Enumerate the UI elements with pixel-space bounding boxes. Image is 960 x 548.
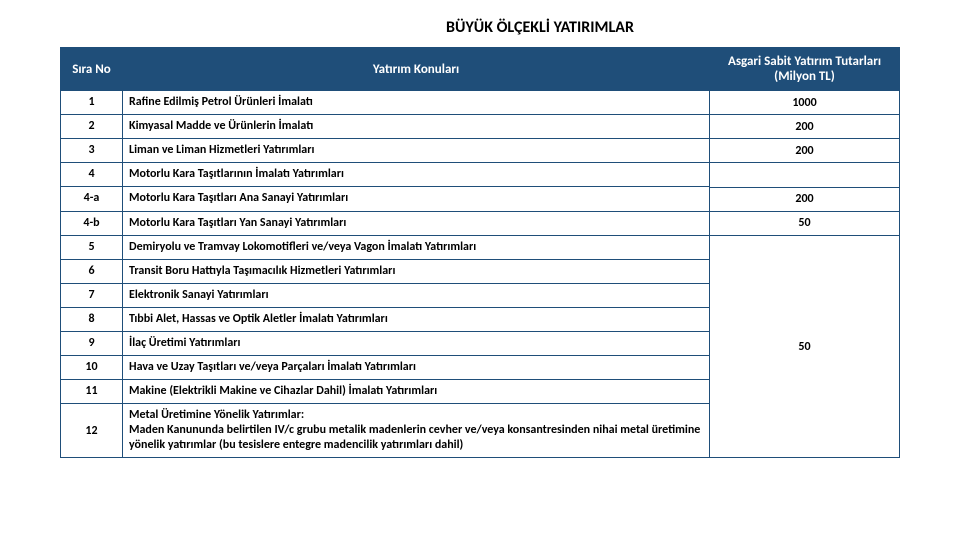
cell-konu: Motorlu Kara Taşıtlarının İmalatı Yatırı… — [123, 163, 710, 187]
table-row: 1 Rafine Edilmiş Petrol Ürünleri İmalatı… — [61, 91, 900, 115]
cell-no: 10 — [61, 356, 123, 380]
cell-tutar-merged: 50 — [710, 236, 900, 458]
cell-tutar: 200 — [710, 139, 900, 163]
cell-tutar: 50 — [710, 211, 899, 235]
cell-no: 8 — [61, 308, 123, 332]
header-no: Sıra No — [61, 48, 123, 91]
cell-no: 9 — [61, 332, 123, 356]
slide-container: BÜYÜK ÖLÇEKLİ YATIRIMLAR Sıra No Yatırım… — [0, 0, 960, 548]
table-row: 2 Kimyasal Madde ve Ürünlerin İmalatı 20… — [61, 115, 900, 139]
cell-tutar-empty — [710, 163, 899, 187]
cell-no: 4-a — [61, 187, 123, 211]
cell-tutar: 200 — [710, 115, 900, 139]
cell-tutar: 1000 — [710, 91, 900, 115]
cell-no: 12 — [61, 404, 123, 458]
cell-konu: İlaç Üretimi Yatırımları — [123, 332, 710, 356]
cell-konu: Transit Boru Hattıyla Taşımacılık Hizmet… — [123, 260, 710, 284]
cell-konu: Elektronik Sanayi Yatırımları — [123, 284, 710, 308]
cell-konu: Kimyasal Madde ve Ürünlerin İmalatı — [123, 115, 710, 139]
investment-table: Sıra No Yatırım Konuları Asgari Sabit Ya… — [60, 47, 900, 458]
cell-tutar: 200 — [710, 187, 899, 211]
cell-no: 3 — [61, 139, 123, 163]
cell-konu: Liman ve Liman Hizmetleri Yatırımları — [123, 139, 710, 163]
header-konu: Yatırım Konuları — [123, 48, 710, 91]
cell-konu: Demiryolu ve Tramvay Lokomotifleri ve/ve… — [123, 236, 710, 260]
cell-konu: Rafine Edilmiş Petrol Ürünleri İmalatı — [123, 91, 710, 115]
table-row: 5 Demiryolu ve Tramvay Lokomotifleri ve/… — [61, 236, 900, 260]
cell-konu: Metal Üretimine Yönelik Yatırımlar: Made… — [123, 404, 710, 458]
cell-konu: Makine (Elektrikli Makine ve Cihazlar Da… — [123, 380, 710, 404]
table-row: 3 Liman ve Liman Hizmetleri Yatırımları … — [61, 139, 900, 163]
cell-no: 2 — [61, 115, 123, 139]
cell-tutar-group: 200 50 — [710, 163, 900, 236]
cell-no: 4-b — [61, 211, 123, 235]
cell-no: 6 — [61, 260, 123, 284]
cell-konu: Hava ve Uzay Taşıtları ve/veya Parçaları… — [123, 356, 710, 380]
header-tutar: Asgari Sabit Yatırım Tutarları (Milyon T… — [710, 48, 900, 91]
cell-konu: Motorlu Kara Taşıtları Yan Sanayi Yatırı… — [123, 211, 710, 235]
cell-no: 4 — [61, 163, 123, 187]
cell-no: 7 — [61, 284, 123, 308]
cell-no: 11 — [61, 380, 123, 404]
cell-konu: Tıbbi Alet, Hassas ve Optik Aletler İmal… — [123, 308, 710, 332]
table-row: 4 Motorlu Kara Taşıtlarının İmalatı Yatı… — [61, 163, 900, 187]
cell-konu: Motorlu Kara Taşıtları Ana Sanayi Yatırı… — [123, 187, 710, 211]
cell-no: 5 — [61, 236, 123, 260]
page-title: BÜYÜK ÖLÇEKLİ YATIRIMLAR — [180, 18, 900, 37]
table-header-row: Sıra No Yatırım Konuları Asgari Sabit Ya… — [61, 48, 900, 91]
cell-no: 1 — [61, 91, 123, 115]
